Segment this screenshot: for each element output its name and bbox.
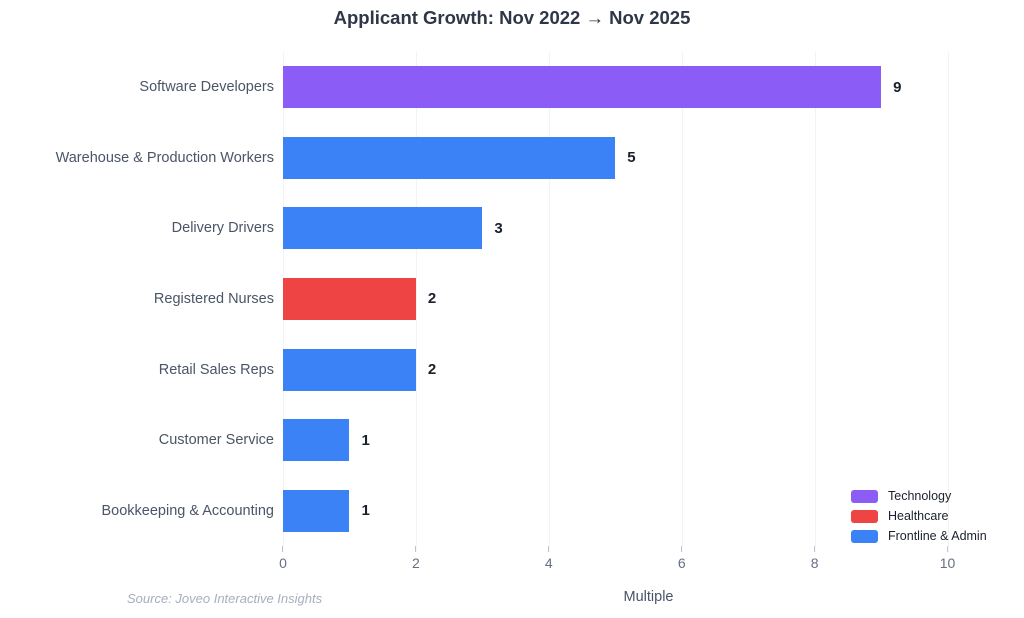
tick-label-0: 0 bbox=[279, 555, 287, 571]
tick-label-2: 2 bbox=[412, 555, 420, 571]
category-label-warehouse-production-workers: Warehouse & Production Workers bbox=[55, 149, 274, 166]
plot-area: Software Developers 9 Warehouse & Producti… bbox=[56, 52, 1014, 546]
gridline-2 bbox=[415, 52, 417, 546]
chart-title: Applicant Growth: Nov 2022 → Nov 2025 bbox=[333, 7, 691, 28]
category-label-bookkeeping-accounting: Bookkeeping & Accounting bbox=[101, 502, 274, 519]
tick-label-6: 6 bbox=[677, 555, 686, 571]
tick-mark bbox=[415, 546, 417, 552]
bar-customer-service[interactable] bbox=[283, 419, 350, 462]
legend-label-frontline-admin: Frontline & Admin bbox=[888, 529, 987, 543]
bar-row-software-developers: Software Developers 9 bbox=[139, 52, 1014, 123]
bar-registered-nurses[interactable] bbox=[283, 277, 416, 320]
x-tick-2: 2 bbox=[412, 546, 420, 571]
bar-row-retail-sales-reps: Retail Sales Reps 2 bbox=[159, 334, 1014, 405]
x-axis: 0 2 4 6 8 10 bbox=[279, 546, 1014, 586]
category-label-delivery-drivers: Delivery Drivers bbox=[171, 220, 274, 237]
bar-row-registered-nurses: Registered Nurses 2 bbox=[154, 264, 1014, 335]
category-label-retail-sales-reps: Retail Sales Reps bbox=[158, 361, 274, 378]
category-label-software-developers: Software Developers bbox=[139, 79, 274, 96]
legend-item-frontline-admin[interactable]: Frontline & Admin bbox=[851, 526, 987, 546]
legend-label-healthcare: Healthcare bbox=[888, 509, 949, 523]
x-tick-10: 10 bbox=[939, 546, 956, 571]
x-tick-0: 0 bbox=[279, 546, 287, 571]
legend-label-technology: Technology bbox=[888, 489, 952, 503]
value-label-retail-sales-reps: 2 bbox=[427, 361, 437, 379]
category-label-customer-service: Customer Service bbox=[158, 432, 274, 449]
gridline-4 bbox=[548, 52, 550, 546]
legend-item-technology[interactable]: Technology bbox=[851, 486, 987, 506]
value-label-warehouse-production-workers: 5 bbox=[627, 149, 636, 167]
category-label-registered-nurses: Registered Nurses bbox=[153, 290, 274, 307]
gridline-10 bbox=[947, 52, 949, 546]
bar-warehouse-production-workers[interactable] bbox=[283, 136, 616, 179]
bar-row-delivery-drivers: Delivery Drivers 3 bbox=[172, 193, 1014, 264]
tick-mark bbox=[814, 546, 816, 552]
legend: Technology Healthcare Frontline & Admin bbox=[851, 486, 987, 546]
tick-label-4: 4 bbox=[544, 555, 553, 571]
x-tick-6: 6 bbox=[678, 546, 686, 571]
bar-delivery-drivers[interactable] bbox=[283, 207, 483, 250]
value-label-software-developers: 9 bbox=[893, 78, 902, 96]
bar-bookkeeping-accounting[interactable] bbox=[283, 489, 350, 532]
value-label-registered-nurses: 2 bbox=[427, 290, 437, 308]
x-axis-title: Multiple bbox=[623, 589, 674, 605]
tick-mark bbox=[548, 546, 550, 552]
bar-row-warehouse-production-workers: Warehouse & Production Workers 5 bbox=[56, 123, 1014, 194]
tick-label-10: 10 bbox=[939, 555, 956, 571]
legend-swatch-healthcare bbox=[851, 509, 878, 523]
legend-item-healthcare[interactable]: Healthcare bbox=[851, 506, 987, 526]
x-tick-4: 4 bbox=[545, 546, 553, 571]
legend-swatch-technology bbox=[851, 489, 878, 503]
tick-mark bbox=[282, 546, 284, 552]
legend-swatch-frontline-admin bbox=[851, 529, 878, 543]
x-tick-8: 8 bbox=[811, 546, 819, 571]
value-label-delivery-drivers: 3 bbox=[494, 219, 503, 237]
tick-mark bbox=[947, 546, 949, 552]
tick-mark bbox=[681, 546, 683, 552]
bar-software-developers[interactable] bbox=[283, 66, 882, 109]
tick-label-8: 8 bbox=[810, 555, 819, 571]
value-label-customer-service: 1 bbox=[361, 431, 370, 449]
source-note: Source: Joveo Interactive Insights bbox=[127, 591, 323, 606]
gridline-8 bbox=[814, 52, 816, 546]
bar-retail-sales-reps[interactable] bbox=[283, 348, 416, 391]
bar-row-customer-service: Customer Service 1 bbox=[159, 405, 1014, 476]
gridline-6 bbox=[681, 52, 683, 546]
value-label-bookkeeping-accounting: 1 bbox=[361, 502, 370, 520]
bar-row-bookkeeping-accounting: Bookkeeping & Accounting 1 bbox=[101, 475, 1014, 546]
